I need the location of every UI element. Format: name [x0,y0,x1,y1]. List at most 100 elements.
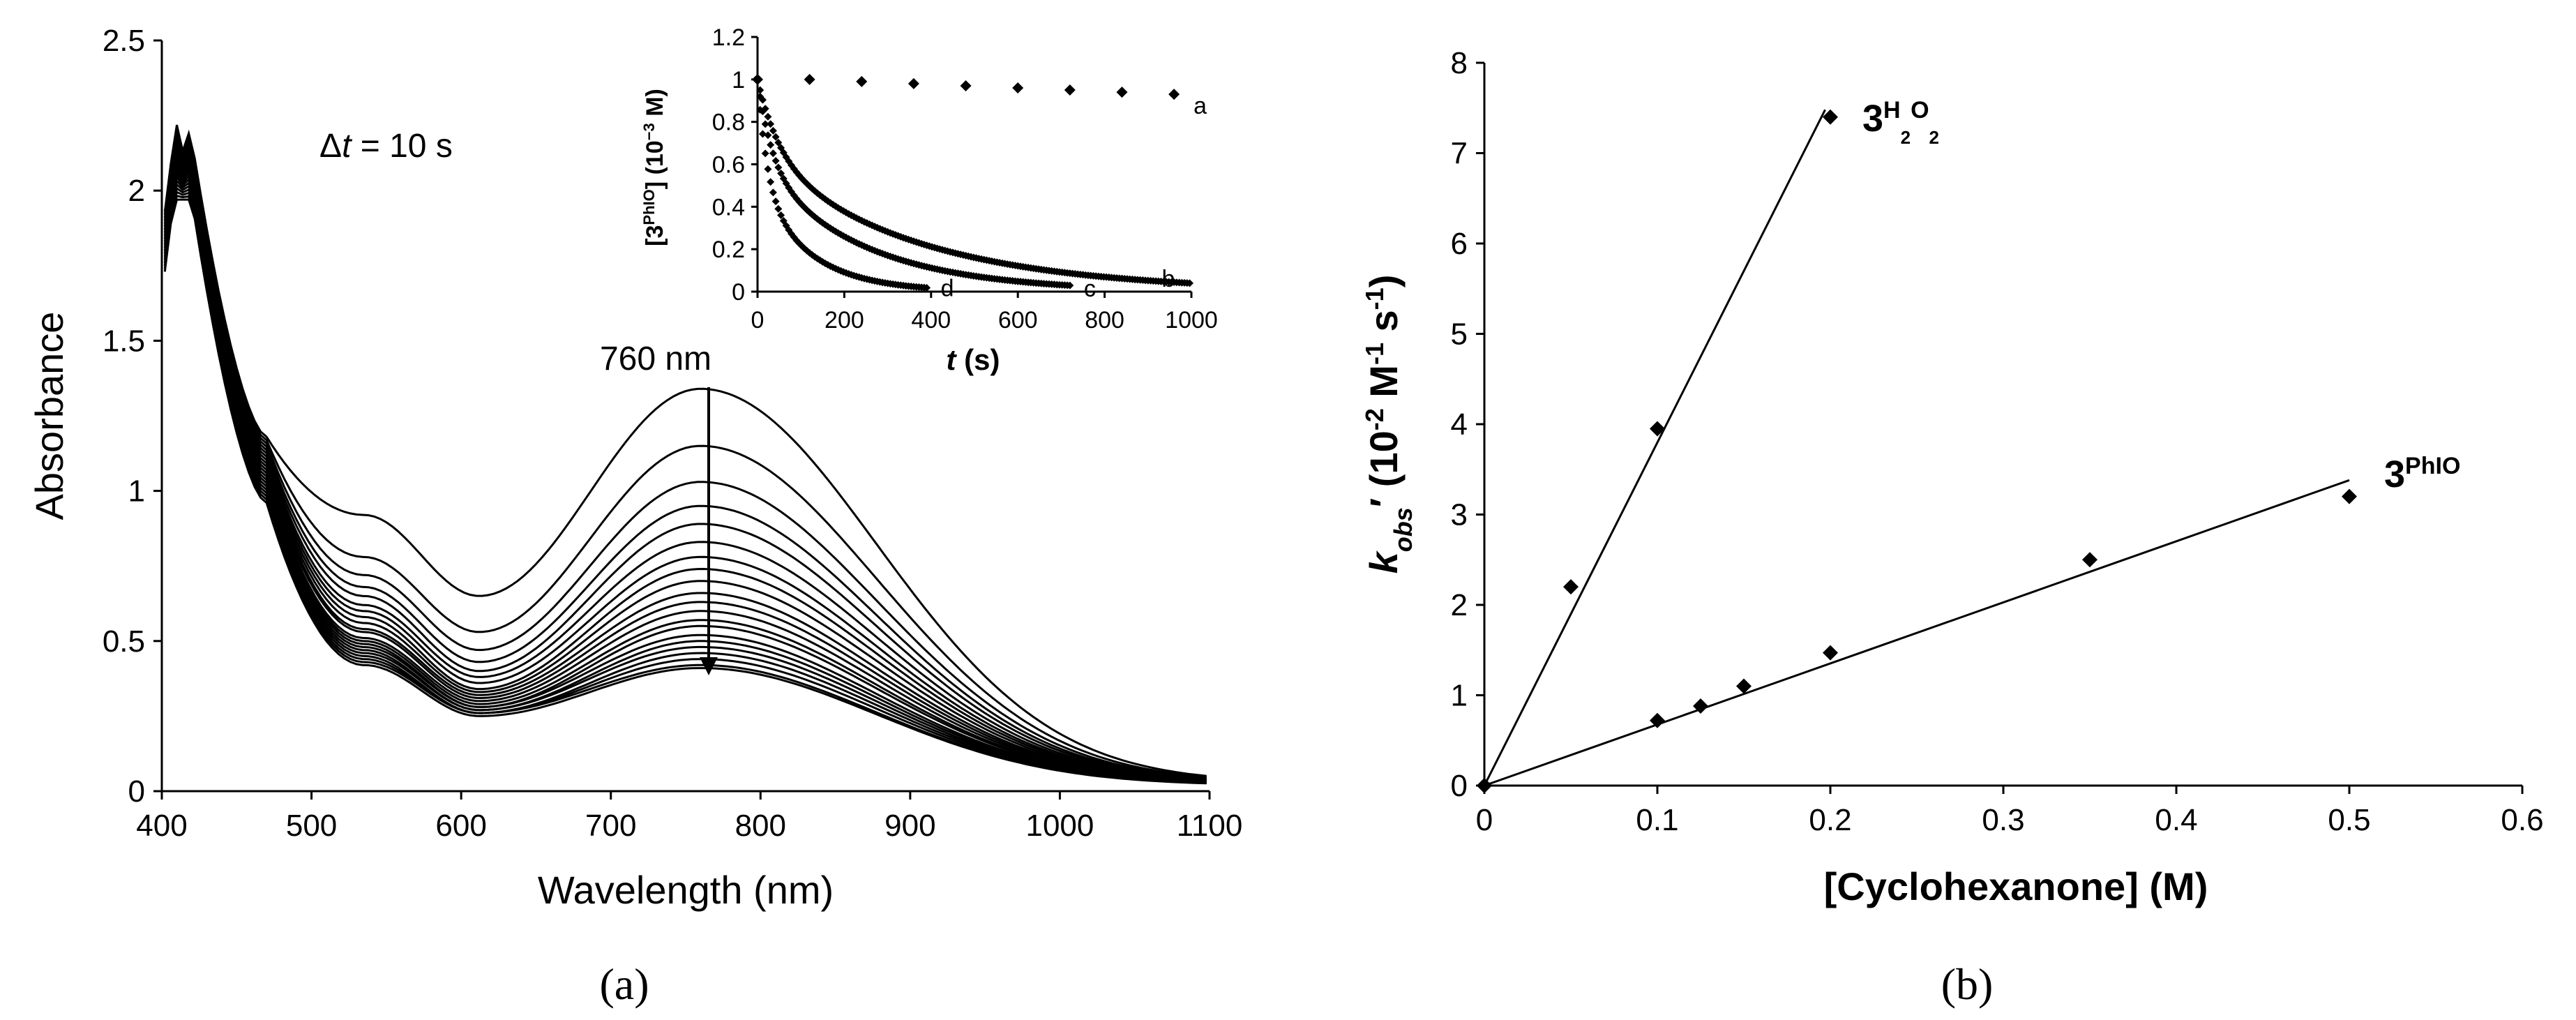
chart-b-y-ticks: 0 1 2 3 4 5 6 7 8 [1451,46,1484,803]
data-point-3H2O2 [1650,421,1665,437]
chart-b-x-tick-label: 0.3 [1982,803,2024,837]
chart-a-spectra: 400 500 600 700 800 900 1000 1100 00.511.522.5 … [27,24,1242,1009]
spectrum-curve [163,132,1207,779]
inset-y-axis-label: [3PhIO] (10−3 M) [640,89,669,246]
data-point-3PhIO [1823,645,1838,661]
spectrum-curve [163,186,1207,784]
inset-point-d [777,211,785,220]
chart-b-y-tick-label: 2 [1451,588,1468,622]
chart-a-y-tick-label: 1.5 [103,324,145,358]
inset-series-labels: a b c d [941,93,1207,302]
spectrum-curve [163,182,1207,783]
inset-y-ticks: 0 0.2 0.4 0.6 0.8 1 1.2 [712,24,758,306]
chart-a-x-tick-label: 1100 [1177,809,1243,843]
inset-point-a [907,77,919,89]
inset-y-tick-label: 0.4 [712,194,745,220]
inset-point-c [771,157,780,165]
data-point-3PhIO [2082,552,2097,568]
chart-a-inset: 0 200 400 600 800 1000 0 0.2 0.4 0.6 0.8 1 1.2 a b c d… [640,24,1218,376]
inset-point-d [758,130,767,138]
inset-x-tick-label: 200 [824,307,864,333]
chart-b-x-tick-label: 0.1 [1636,803,1678,837]
spectrum-curve [163,135,1207,779]
spectrum-curve [163,190,1207,784]
chart-a-x-tick-label: 400 [136,809,187,843]
inset-x-axis-label: t (s) [947,343,1000,376]
inset-point-c [774,163,783,172]
inset-point-c [1066,281,1074,290]
chart-b-x-tick-label: 0.6 [2501,803,2543,837]
spectrum-curve [163,174,1207,783]
chart-a-y-tick-label: 2.5 [103,24,145,58]
chart-b-x-tick-label: 0.2 [1809,803,1851,837]
inset-point-d [767,178,775,186]
chart-a-x-tick-label: 500 [286,809,337,843]
spectrum-curve [163,124,1207,777]
data-point-3PhIO [1650,712,1665,728]
inset-x-ticks: 0 200 400 600 800 1000 [751,292,1218,333]
chart-b-y-tick-label: 0 [1451,769,1468,803]
inset-point-d [764,165,772,173]
inset-point-d [923,283,931,292]
inset-point-b [774,138,783,147]
chart-b-y-tick-label: 4 [1451,407,1468,442]
chart-b-y-tick-label: 8 [1451,46,1468,80]
chart-b-y-tick-label: 6 [1451,227,1468,261]
chart-b-fit-lines [1483,109,2350,787]
inset-point-c [767,141,775,149]
inset-point-c [777,169,785,177]
inset-y-tick-label: 0.6 [712,152,745,179]
fit-line-3H2O2 [1483,109,1826,786]
spectrum-curve [163,128,1207,779]
chart-a-x-axis-label: Wavelength (nm) [538,868,834,912]
chart-b-data-points [1477,109,2357,793]
chart-b-x-tick-label: 0.4 [2155,803,2197,837]
inset-series-label-b: b [1162,266,1175,292]
chart-a-x-tick-label: 1000 [1025,809,1094,843]
inset-point-a [960,80,972,91]
inset-y-tick-label: 0 [732,279,745,306]
inset-series-label-a: a [1193,93,1207,119]
data-point-3H2O2 [1563,579,1579,595]
chart-a-y-tick-label: 2 [128,174,145,208]
decay-arrow-head [700,657,718,675]
chart-a-y-tick-label: 0 [128,774,145,809]
delta-t-annotation: Δt = 10 s [319,128,453,165]
data-point-3PhIO [1693,698,1708,714]
chart-b-y-axis-label: kobs′ (10-2 M-1 s-1) [1360,275,1417,574]
spectrum-curve [163,140,1207,780]
spectrum-curve [163,154,1207,782]
inset-y-tick-label: 0.2 [712,237,745,263]
spectra-curves [163,124,1207,785]
panel-label-b: (b) [1941,959,1994,1009]
peak-760-label: 760 nm [600,340,711,377]
chart-a-x-tick-label: 700 [585,809,636,843]
inset-y-tick-label: 1 [732,67,745,93]
chart-a-x-tick-label: 800 [735,809,786,843]
chart-b-x-axis-label: [Cyclohexanone] (M) [1824,864,2208,908]
spectrum-curve [163,179,1207,783]
inset-point-b [767,120,775,128]
inset-point-a [856,75,868,87]
spectrum-curve [163,163,1207,783]
inset-y-tick-label: 1.2 [712,24,745,51]
inset-point-a [1012,82,1024,93]
spectrum-curve [163,158,1207,782]
chart-b-x-tick-label: 0 [1476,803,1493,837]
inset-series-label-c: c [1084,276,1096,302]
chart-a-x-ticks: 400 500 600 700 800 900 1000 1100 [136,791,1242,843]
inset-point-c [769,149,777,158]
inset-point-c [764,131,772,140]
chart-b-kinetics: 0 0.1 0.2 0.3 0.4 0.5 0.6 0 1 2 3 4 5 6 7 8 [Cyclohexa… [1360,46,2544,1009]
chart-a-y-axis-label: Absorbance [27,312,71,520]
chart-b-axes [1483,63,2522,787]
inset-x-tick-label: 600 [998,307,1038,333]
spectrum-curve [163,147,1207,781]
inset-data-points [752,73,1194,292]
series-label-3-h2o2: 3H2O2 [1862,97,1939,148]
inset-x-tick-label: 400 [911,307,951,333]
inset-x-tick-label: 1000 [1165,307,1218,333]
inset-y-tick-label: 0.8 [712,110,745,136]
spectrum-curve [163,147,1207,781]
